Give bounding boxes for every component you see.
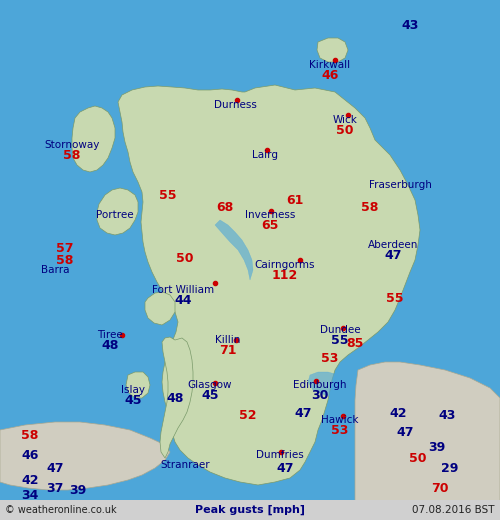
Text: 50: 50 <box>176 252 194 265</box>
Text: Fraserburgh: Fraserburgh <box>368 180 432 190</box>
Text: Kirkwall: Kirkwall <box>310 60 350 70</box>
Text: 70: 70 <box>431 482 449 495</box>
Text: 07.08.2016 BST: 07.08.2016 BST <box>412 505 495 515</box>
Text: 46: 46 <box>322 69 338 82</box>
Text: Aberdeen: Aberdeen <box>368 240 418 250</box>
Text: Wick: Wick <box>332 115 357 125</box>
Text: 61: 61 <box>286 193 304 206</box>
Text: 112: 112 <box>272 268 298 281</box>
Text: Hawick: Hawick <box>321 415 359 425</box>
Text: Glasgow: Glasgow <box>188 380 232 390</box>
Text: Stornoway: Stornoway <box>44 140 100 150</box>
Text: 47: 47 <box>384 249 402 262</box>
Text: Stranraer: Stranraer <box>160 460 210 470</box>
Text: 58: 58 <box>64 149 80 162</box>
Text: 53: 53 <box>332 423 348 436</box>
Text: © weatheronline.co.uk: © weatheronline.co.uk <box>5 505 116 515</box>
Text: 43: 43 <box>438 409 456 422</box>
Text: 42: 42 <box>389 407 407 420</box>
Polygon shape <box>118 85 420 485</box>
Text: Portree: Portree <box>96 210 134 220</box>
Text: Fort William: Fort William <box>152 285 214 295</box>
Text: 39: 39 <box>428 440 446 453</box>
Text: 30: 30 <box>312 388 328 401</box>
Text: 43: 43 <box>402 19 418 32</box>
Text: 57: 57 <box>56 241 74 254</box>
Polygon shape <box>215 220 253 280</box>
Text: 37: 37 <box>46 482 64 495</box>
Text: 47: 47 <box>46 462 64 475</box>
Text: Dumfries: Dumfries <box>256 450 304 460</box>
Text: 55: 55 <box>331 333 349 346</box>
Text: 42: 42 <box>21 474 39 487</box>
Text: 45: 45 <box>201 388 219 401</box>
Text: Edinburgh: Edinburgh <box>293 380 347 390</box>
Text: 47: 47 <box>276 462 294 475</box>
Text: 58: 58 <box>362 201 378 214</box>
Text: Inverness: Inverness <box>245 210 295 220</box>
Text: Tiree: Tiree <box>97 330 123 340</box>
Text: 34: 34 <box>22 488 38 501</box>
Text: Peak gusts [mph]: Peak gusts [mph] <box>195 505 305 515</box>
Text: 53: 53 <box>322 352 338 365</box>
Text: Durness: Durness <box>214 100 256 110</box>
Polygon shape <box>0 422 170 490</box>
Text: Cairngorms: Cairngorms <box>255 260 316 270</box>
Text: 85: 85 <box>346 336 364 349</box>
Text: Lairg: Lairg <box>252 150 278 160</box>
Text: 50: 50 <box>336 124 354 137</box>
Polygon shape <box>308 372 348 398</box>
Text: 52: 52 <box>240 409 257 422</box>
Text: 58: 58 <box>56 254 74 267</box>
Text: 48: 48 <box>102 339 118 352</box>
Text: 50: 50 <box>409 451 427 464</box>
Text: Dundee: Dundee <box>320 325 360 335</box>
Text: 47: 47 <box>294 407 312 420</box>
Polygon shape <box>355 362 500 520</box>
Text: 58: 58 <box>22 428 38 441</box>
Text: 29: 29 <box>442 462 458 475</box>
Text: 55: 55 <box>386 292 404 305</box>
Text: Islay: Islay <box>121 385 145 395</box>
Polygon shape <box>145 292 175 325</box>
Text: Killin: Killin <box>216 335 240 345</box>
Text: 55: 55 <box>159 189 177 202</box>
Text: 45: 45 <box>124 394 142 407</box>
Bar <box>0 500 500 520</box>
Polygon shape <box>160 337 193 458</box>
Text: 71: 71 <box>219 344 237 357</box>
Text: 68: 68 <box>216 201 234 214</box>
Polygon shape <box>317 38 348 62</box>
Text: 39: 39 <box>70 484 86 497</box>
Text: 65: 65 <box>262 218 278 231</box>
Text: Barra: Barra <box>41 265 69 275</box>
Polygon shape <box>97 188 138 235</box>
Text: 44: 44 <box>174 293 192 306</box>
Polygon shape <box>126 372 150 398</box>
Polygon shape <box>72 106 115 172</box>
Text: 46: 46 <box>22 448 38 462</box>
Text: 47: 47 <box>396 425 414 438</box>
Text: 48: 48 <box>166 392 184 405</box>
